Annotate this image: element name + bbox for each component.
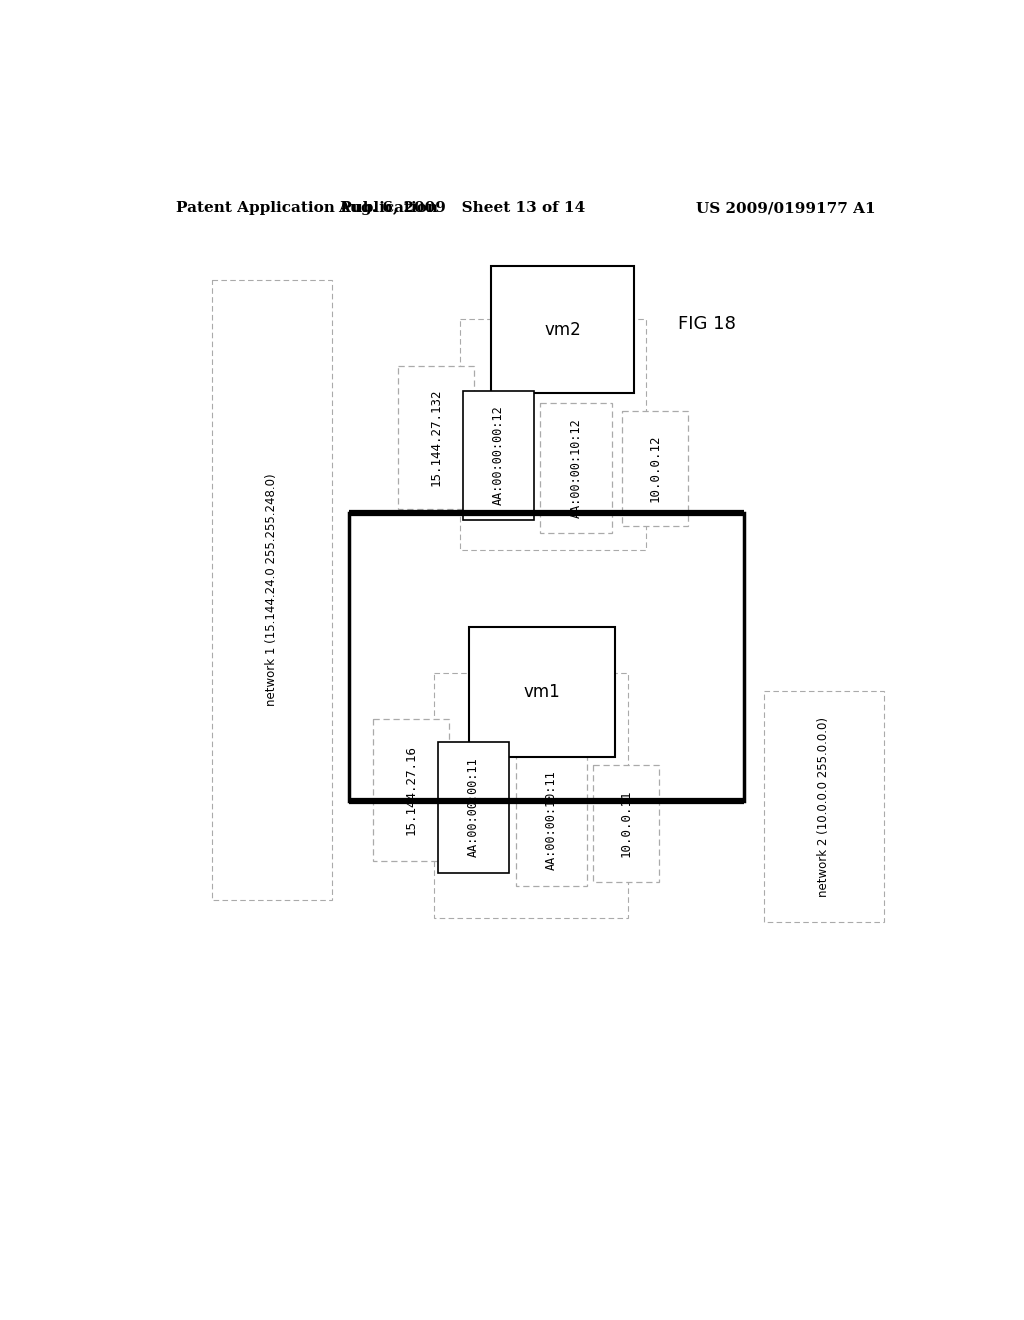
Text: Patent Application Publication: Patent Application Publication: [176, 202, 438, 215]
Text: AA:00:00:00:11: AA:00:00:00:11: [467, 758, 480, 858]
Bar: [764, 692, 884, 923]
Bar: [463, 391, 535, 520]
Text: vm1: vm1: [523, 682, 560, 701]
Text: 10.0.0.12: 10.0.0.12: [649, 436, 662, 503]
Text: AA:00:00:00:12: AA:00:00:00:12: [492, 405, 505, 506]
Bar: [623, 411, 688, 527]
Text: 15.144.27.132: 15.144.27.132: [429, 389, 442, 486]
Text: AA:00:00:10:11: AA:00:00:10:11: [545, 771, 558, 870]
Bar: [593, 766, 658, 882]
Text: Aug. 6, 2009   Sheet 13 of 14: Aug. 6, 2009 Sheet 13 of 14: [338, 202, 585, 215]
Bar: [515, 755, 587, 886]
Bar: [434, 673, 628, 917]
Text: AA:00:00:10:12: AA:00:00:10:12: [569, 418, 583, 517]
Bar: [373, 719, 449, 862]
Bar: [397, 367, 474, 508]
Bar: [438, 742, 509, 873]
Text: US 2009/0199177 A1: US 2009/0199177 A1: [696, 202, 876, 215]
Bar: [541, 404, 611, 532]
Text: vm2: vm2: [544, 321, 581, 339]
Text: 15.144.27.16: 15.144.27.16: [404, 746, 418, 836]
Bar: [460, 318, 646, 549]
Text: FIG 18: FIG 18: [678, 315, 736, 333]
Bar: [490, 267, 634, 393]
Bar: [212, 280, 332, 900]
Text: network 1 (15.144.24.0 255.255.248.0): network 1 (15.144.24.0 255.255.248.0): [265, 474, 279, 706]
Text: 10.0.0.11: 10.0.0.11: [620, 789, 633, 858]
Bar: [469, 627, 614, 758]
Text: network 2 (10.0.0.0 255.0.0.0): network 2 (10.0.0.0 255.0.0.0): [817, 717, 830, 896]
